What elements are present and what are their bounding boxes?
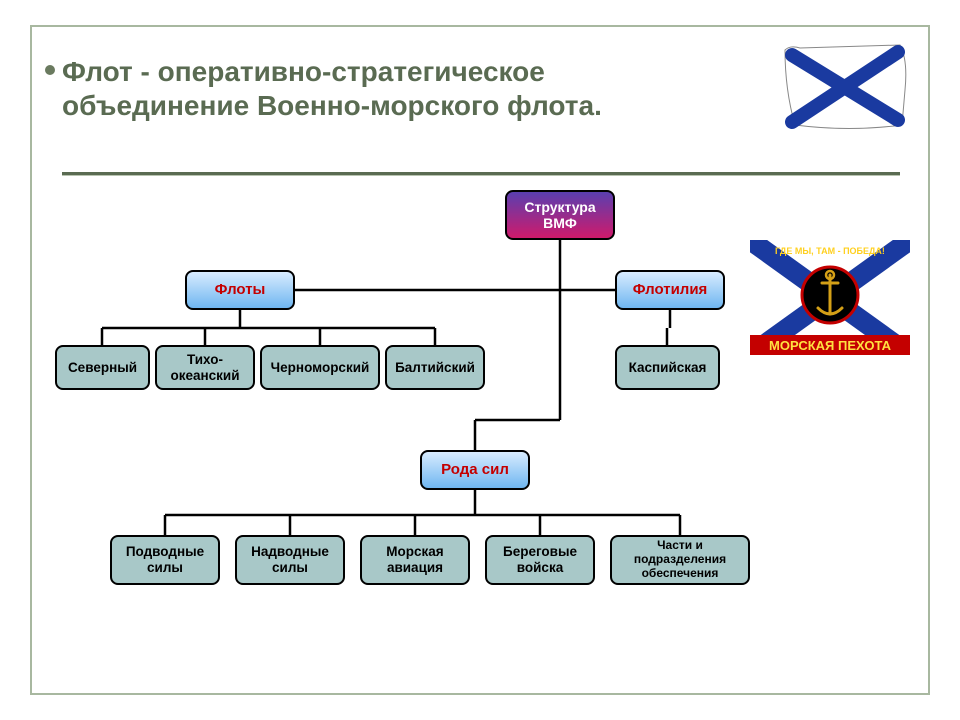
node-baltic: Балтийский — [385, 345, 485, 390]
node-avia: Морская авиация — [360, 535, 470, 585]
title-bullet — [45, 65, 55, 75]
node-supp: Части и подразделения обеспечения — [610, 535, 750, 585]
org-chart: Структура ВМФ Флоты Флотилия СеверныйТихо-о… — [55, 190, 905, 660]
node-black: Черноморский — [260, 345, 380, 390]
node-pacific: Тихо-океанский — [155, 345, 255, 390]
node-fleets: Флоты — [185, 270, 295, 310]
node-caspian: Каспийская — [615, 345, 720, 390]
node-flotilla: Флотилия — [615, 270, 725, 310]
node-surf: Надводные силы — [235, 535, 345, 585]
node-north: Северный — [55, 345, 150, 390]
node-coast: Береговые войска — [485, 535, 595, 585]
navy-flag-icon — [780, 40, 910, 135]
title-divider — [62, 172, 900, 176]
node-root: Структура ВМФ — [505, 190, 615, 240]
slide-title: Флот - оперативно-стратегическое объедин… — [62, 55, 672, 122]
node-forces: Рода сил — [420, 450, 530, 490]
org-chart-connectors — [55, 190, 905, 660]
slide: Флот - оперативно-стратегическое объедин… — [0, 0, 960, 720]
node-sub: Подводные силы — [110, 535, 220, 585]
